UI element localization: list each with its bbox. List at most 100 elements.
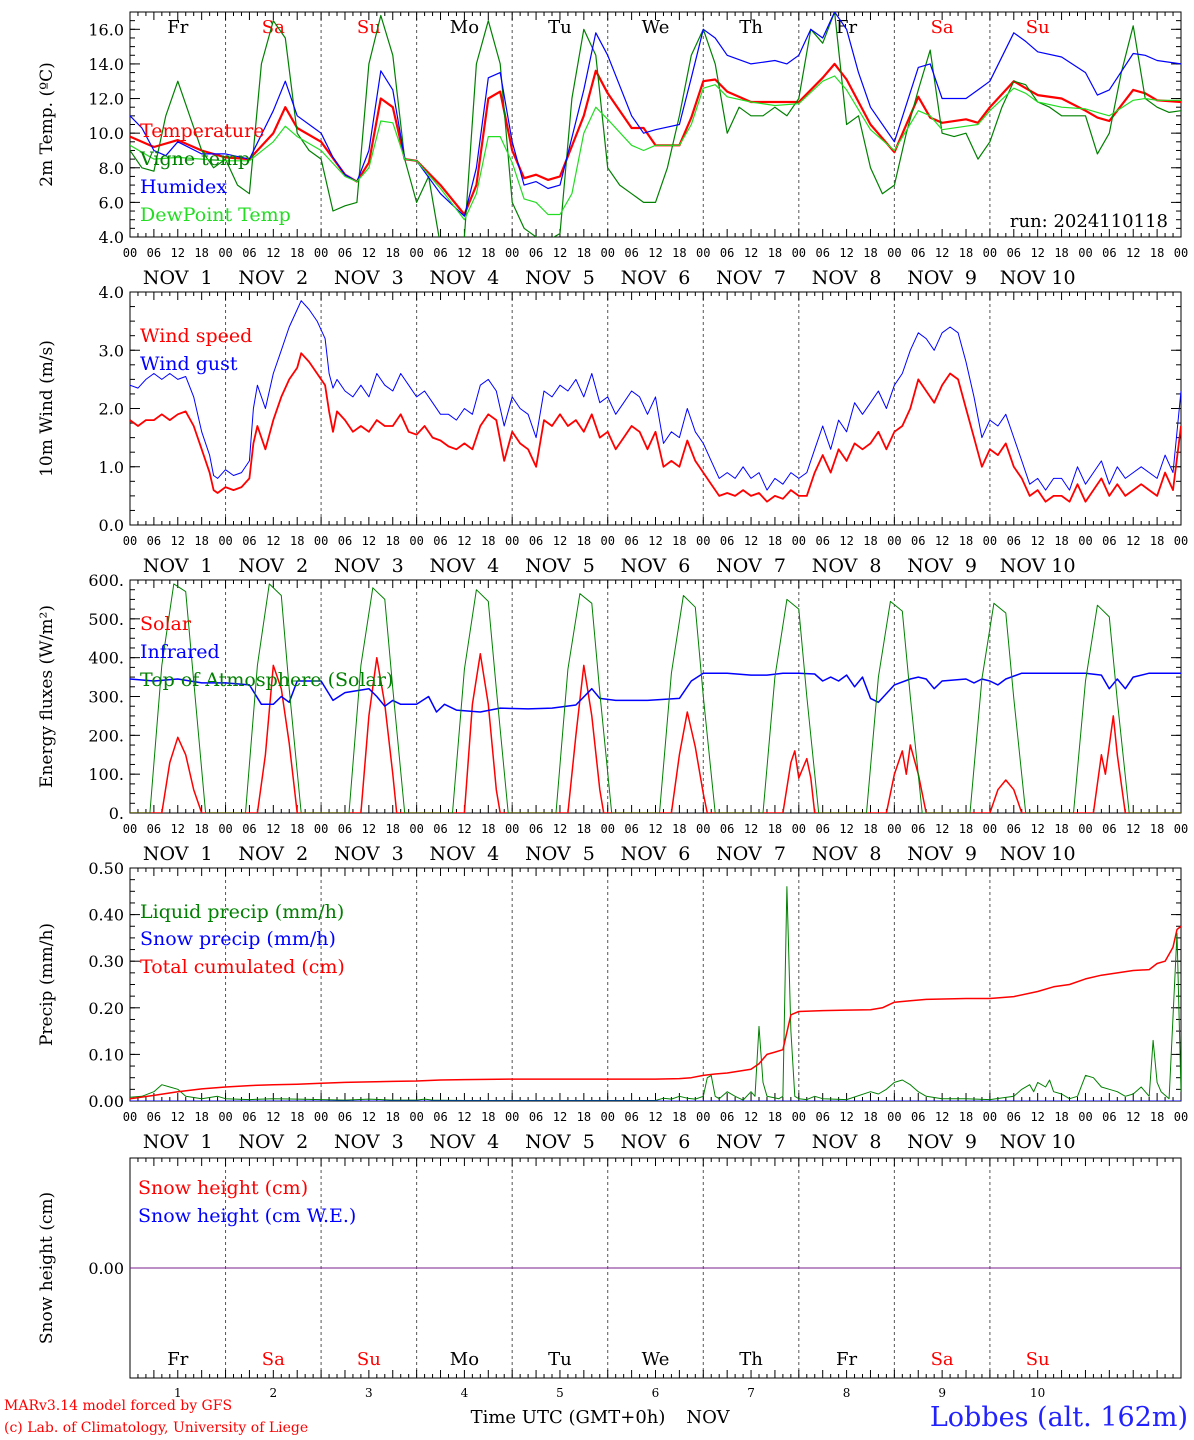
day-name-label: Su bbox=[357, 17, 381, 38]
hour-tick-label: 12 bbox=[1030, 534, 1044, 548]
hour-tick-label: 12 bbox=[266, 1110, 280, 1124]
y-axis-label: 10m Wind (m/s) bbox=[37, 340, 57, 477]
legend-entry: Top of Atmosphere (Solar) bbox=[140, 669, 393, 691]
day-name-label: Sa bbox=[262, 17, 285, 38]
day-name-label: Tu bbox=[548, 1349, 572, 1370]
y-tick-label: 500. bbox=[88, 610, 124, 629]
hour-tick-label: 00 bbox=[696, 534, 710, 548]
hour-tick-label: 18 bbox=[577, 822, 591, 836]
date-label: NOV 1 bbox=[143, 1131, 213, 1153]
hour-tick-label: 18 bbox=[959, 534, 973, 548]
day-name-label: Th bbox=[739, 17, 763, 38]
y-axis-label: Precip (mm/h) bbox=[37, 923, 57, 1046]
hour-tick-label: 18 bbox=[386, 822, 400, 836]
day-name-label: Sa bbox=[262, 1349, 285, 1370]
hour-tick-label: 06 bbox=[911, 534, 925, 548]
date-label: NOV 8 bbox=[812, 1131, 882, 1153]
date-label: NOV 4 bbox=[430, 843, 500, 865]
date-label: NOV 8 bbox=[812, 843, 882, 865]
date-label: NOV 4 bbox=[430, 555, 500, 577]
hour-tick-label: 18 bbox=[194, 534, 208, 548]
hour-tick-label: 06 bbox=[433, 246, 447, 260]
hour-tick-label: 00 bbox=[1078, 246, 1092, 260]
hour-tick-label: 00 bbox=[218, 822, 232, 836]
hour-tick-label: 12 bbox=[744, 246, 758, 260]
day-name-label: Tu bbox=[548, 17, 572, 38]
hour-tick-label: 12 bbox=[1126, 246, 1140, 260]
legend-entry: Solar bbox=[140, 613, 192, 635]
hour-tick-label: 06 bbox=[147, 534, 161, 548]
hour-tick-label: 06 bbox=[1102, 246, 1116, 260]
legend-entry: Wind gust bbox=[140, 353, 238, 375]
legend-entry: Infrared bbox=[140, 641, 220, 663]
date-label: NOV 5 bbox=[525, 267, 595, 289]
hour-tick-label: 06 bbox=[1102, 534, 1116, 548]
y-tick-label: 8.0 bbox=[99, 159, 124, 178]
hour-tick-label: 00 bbox=[1078, 822, 1092, 836]
hour-tick-label: 12 bbox=[648, 246, 662, 260]
hour-tick-label: 18 bbox=[481, 246, 495, 260]
date-label: NOV 10 bbox=[1000, 555, 1076, 577]
hour-tick-label: 12 bbox=[362, 534, 376, 548]
series-line-infrared bbox=[130, 672, 1181, 713]
day-name-label: Su bbox=[1026, 1349, 1050, 1370]
day-name-label: Fr bbox=[167, 1349, 188, 1370]
hour-tick-label: 18 bbox=[194, 1110, 208, 1124]
y-axis-label: Snow height (cm) bbox=[37, 1192, 57, 1344]
date-label: NOV 2 bbox=[238, 267, 308, 289]
hour-tick-label: 06 bbox=[338, 534, 352, 548]
series-line-dewpoint-temp bbox=[130, 75, 1181, 221]
date-label: NOV 4 bbox=[430, 1131, 500, 1153]
hour-tick-label: 00 bbox=[983, 1110, 997, 1124]
series-line-vigne-temp bbox=[130, 12, 1181, 237]
date-label: NOV 3 bbox=[334, 1131, 404, 1153]
hour-tick-label: 12 bbox=[744, 534, 758, 548]
hour-tick-label: 12 bbox=[362, 1110, 376, 1124]
hour-tick-label: 00 bbox=[792, 534, 806, 548]
hour-tick-label: 06 bbox=[147, 822, 161, 836]
hour-tick-label: 12 bbox=[171, 534, 185, 548]
hour-tick-label: 00 bbox=[696, 1110, 710, 1124]
day-name-label: Mo bbox=[450, 17, 479, 38]
hour-tick-label: 00 bbox=[409, 534, 423, 548]
hour-tick-label: 06 bbox=[720, 1110, 734, 1124]
date-label: NOV 6 bbox=[621, 267, 691, 289]
legend-entry: Temperature bbox=[140, 120, 264, 142]
y-tick-label: 14.0 bbox=[88, 55, 124, 74]
hour-tick-label: 00 bbox=[505, 246, 519, 260]
hour-tick-label: 18 bbox=[194, 822, 208, 836]
date-label: NOV 9 bbox=[907, 267, 977, 289]
series-line-humidex bbox=[130, 12, 1181, 217]
hour-tick-label: 12 bbox=[935, 246, 949, 260]
hour-tick-label: 00 bbox=[792, 246, 806, 260]
y-tick-label: 16.0 bbox=[88, 20, 124, 39]
hour-tick-label: 06 bbox=[815, 246, 829, 260]
hour-tick-label: 18 bbox=[577, 1110, 591, 1124]
hour-tick-label: 06 bbox=[338, 822, 352, 836]
date-label: NOV 3 bbox=[334, 555, 404, 577]
date-label: NOV 1 bbox=[143, 555, 213, 577]
legend-entry: Total cumulated (cm) bbox=[140, 956, 345, 978]
y-tick-label: 0.20 bbox=[88, 999, 124, 1018]
hour-tick-label: 06 bbox=[338, 1110, 352, 1124]
hour-tick-label: 18 bbox=[481, 1110, 495, 1124]
hour-tick-label: 12 bbox=[839, 246, 853, 260]
hour-tick-label: 18 bbox=[672, 534, 686, 548]
hour-tick-label: 06 bbox=[1007, 1110, 1021, 1124]
hour-tick-label: 06 bbox=[242, 1110, 256, 1124]
hour-tick-label: 18 bbox=[577, 246, 591, 260]
bottom-day-number: 7 bbox=[747, 1386, 755, 1400]
hour-tick-label: 06 bbox=[1102, 822, 1116, 836]
hour-tick-label: 12 bbox=[1126, 534, 1140, 548]
credit-lab: (c) Lab. of Climatology, University of L… bbox=[4, 1420, 309, 1436]
hour-tick-label: 12 bbox=[553, 1110, 567, 1124]
hour-tick-label: 18 bbox=[290, 534, 304, 548]
hour-tick-label: 12 bbox=[839, 822, 853, 836]
series-line-liquid-precip-mm-h- bbox=[130, 886, 1181, 1101]
hour-tick-label: 12 bbox=[648, 534, 662, 548]
hour-tick-label: 12 bbox=[362, 246, 376, 260]
hour-tick-label: 06 bbox=[529, 822, 543, 836]
date-label: NOV 6 bbox=[621, 555, 691, 577]
hour-tick-label: 18 bbox=[768, 822, 782, 836]
hour-tick-label: 18 bbox=[1054, 534, 1068, 548]
